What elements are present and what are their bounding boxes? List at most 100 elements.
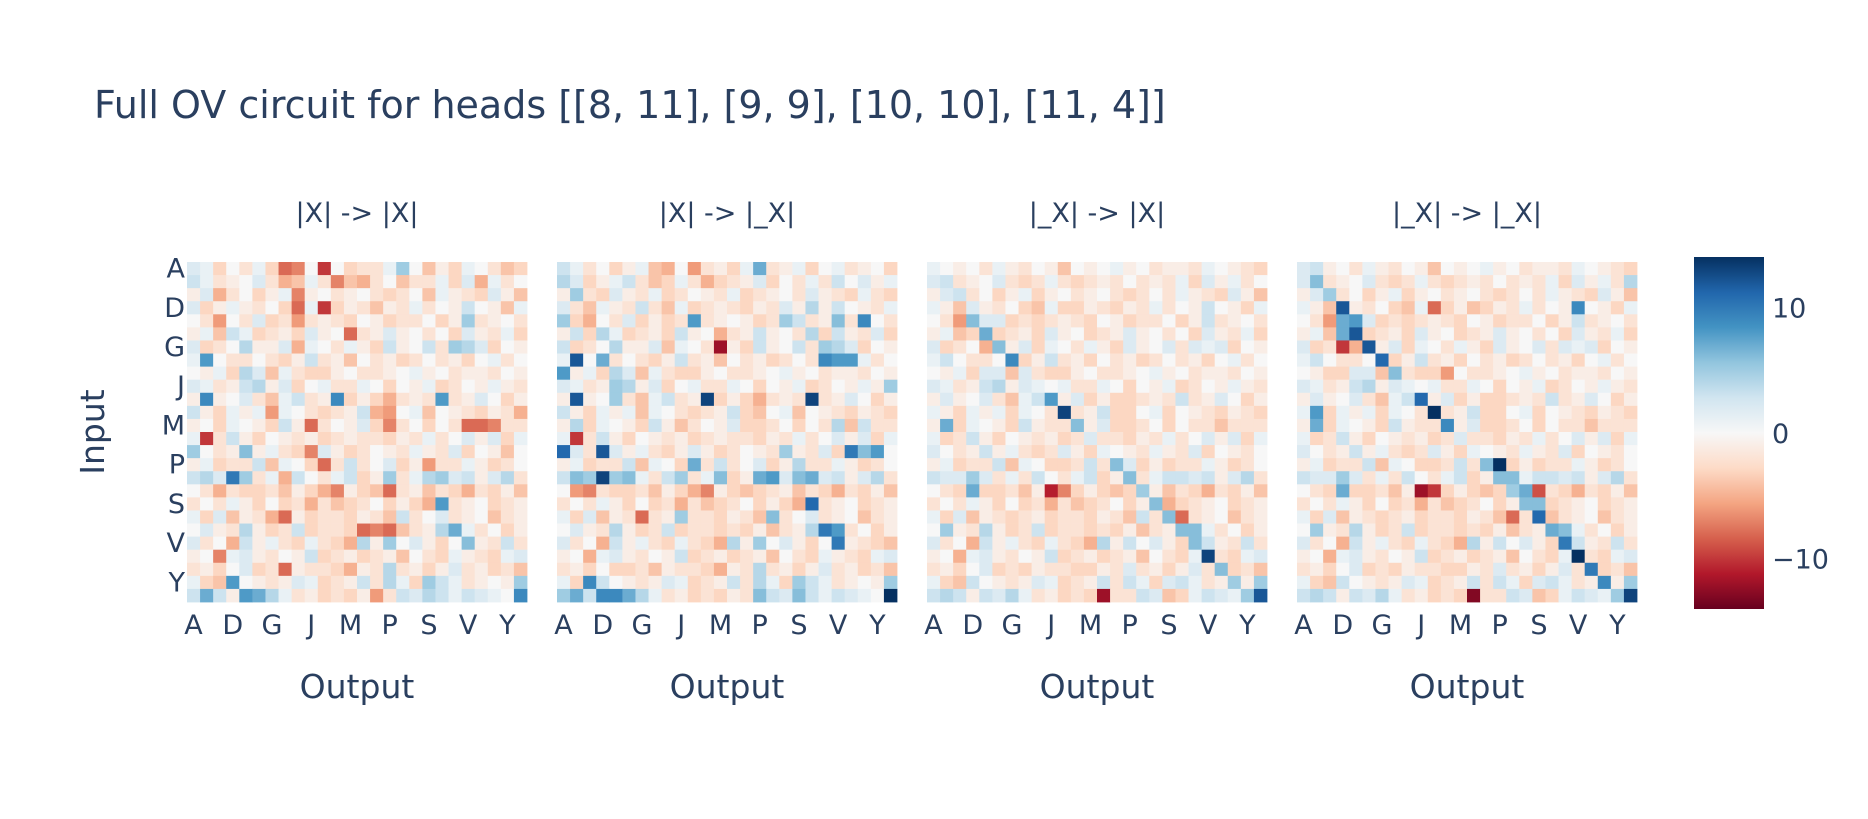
heatmap-cell: [409, 301, 423, 315]
heatmap-cell: [1214, 575, 1229, 590]
heatmap-cell: [1362, 366, 1376, 381]
heatmap-cell: [740, 432, 754, 446]
heatmap-cell: [1149, 405, 1163, 420]
heatmap-cell: [1440, 275, 1455, 289]
heatmap-cell: [766, 432, 780, 446]
heatmap-cell: [396, 366, 410, 381]
heatmap-cell: [317, 432, 332, 446]
heatmap-cell: [1070, 588, 1085, 603]
heatmap-cell: [1440, 432, 1455, 446]
heatmap-cell: [766, 523, 780, 538]
heatmap-cell: [1031, 471, 1046, 485]
heatmap-cell: [487, 588, 502, 603]
heatmap-cell: [635, 340, 649, 354]
heatmap-cell: [713, 366, 728, 381]
heatmap-cell: [278, 588, 293, 603]
heatmap-cell: [226, 510, 240, 524]
heatmap-cell: [805, 562, 819, 577]
heatmap-cell: [357, 353, 371, 368]
heatmap-cell: [383, 510, 397, 524]
heatmap-cell: [635, 562, 649, 577]
heatmap-cell: [1440, 340, 1455, 354]
heatmap-cell: [1227, 353, 1242, 368]
heatmap-cell: [570, 549, 584, 564]
heatmap-cell: [1097, 523, 1111, 538]
heatmap-cell: [1110, 405, 1124, 420]
heatmap-cell: [1110, 379, 1124, 394]
heatmap-cell: [1414, 510, 1429, 524]
heatmap-cell: [674, 510, 689, 524]
heatmap-cell: [818, 340, 833, 354]
heatmap-cell: [940, 405, 954, 420]
heatmap-cell: [687, 314, 702, 328]
heatmap-cell: [609, 575, 623, 590]
heatmap-cell: [513, 340, 528, 354]
heatmap-cell: [487, 510, 502, 524]
heatmap-cell: [409, 379, 423, 394]
heatmap-cell: [1453, 471, 1468, 485]
heatmap-cell: [200, 458, 214, 472]
heatmap-cell: [1584, 262, 1599, 276]
heatmap-cell: [304, 549, 319, 564]
heatmap-cell: [857, 523, 872, 538]
heatmap-cell: [700, 262, 715, 276]
heatmap-cell: [278, 536, 293, 551]
heatmap-cell: [1480, 327, 1494, 341]
heatmap-cell: [609, 588, 623, 603]
heatmap-cell: [648, 288, 663, 302]
heatmap-cell: [1584, 510, 1599, 524]
heatmap-cell: [1201, 497, 1216, 511]
heatmap-cell: [1044, 340, 1059, 354]
heatmap-cell: [396, 392, 410, 407]
heatmap-cell: [1362, 314, 1376, 328]
heatmap-cell: [766, 340, 780, 354]
heatmap-cell: [396, 288, 410, 302]
heatmap-cell: [500, 288, 515, 302]
heatmap-cell: [383, 536, 397, 551]
heatmap-cell: [753, 458, 767, 472]
heatmap-cell: [870, 497, 885, 511]
heatmap-cell: [596, 432, 610, 446]
heatmap-cell: [818, 588, 833, 603]
heatmap-cell: [252, 432, 266, 446]
heatmap-cell: [1253, 405, 1268, 420]
heatmap-cell: [1162, 549, 1176, 564]
heatmap-cell: [461, 536, 476, 551]
heatmap-cell: [383, 588, 397, 603]
heatmap-cell: [779, 301, 793, 315]
x-tick-label: Y: [1608, 610, 1626, 641]
heatmap-cell: [870, 405, 885, 420]
heatmap-cell: [1453, 340, 1468, 354]
heatmap-cell: [805, 418, 819, 433]
heatmap-cell: [1175, 418, 1189, 433]
heatmap-cell: [940, 288, 954, 302]
colorbar-tick-label: 0: [1772, 419, 1789, 450]
heatmap-cell: [1188, 471, 1203, 485]
heatmap-cell: [1044, 575, 1059, 590]
heatmap-cell: [1610, 366, 1625, 381]
heatmap-cell: [1044, 379, 1059, 394]
heatmap-cell: [1110, 262, 1124, 276]
heatmap-cell: [753, 523, 767, 538]
heatmap-cell: [557, 588, 571, 603]
heatmap-cell: [857, 405, 872, 420]
heatmap-cell: [1440, 536, 1455, 551]
heatmap-cell: [343, 301, 358, 315]
heatmap-cell: [1336, 588, 1350, 603]
heatmap-cell: [779, 275, 793, 289]
heatmap-cell: [1240, 418, 1255, 433]
heatmap-cell: [766, 262, 780, 276]
heatmap-cell: [1136, 379, 1150, 394]
heatmap-cell: [487, 575, 502, 590]
heatmap-cell: [1123, 418, 1137, 433]
heatmap-cell: [857, 288, 872, 302]
heatmap-cell: [1571, 510, 1586, 524]
heatmap-cell: [330, 314, 345, 328]
heatmap-cell: [1323, 379, 1337, 394]
heatmap-cell: [740, 262, 754, 276]
heatmap-cell: [979, 575, 993, 590]
heatmap-cell: [435, 497, 449, 511]
heatmap-cell: [1057, 327, 1072, 341]
heatmap-cell: [1401, 497, 1416, 511]
heatmap-cell: [396, 510, 410, 524]
